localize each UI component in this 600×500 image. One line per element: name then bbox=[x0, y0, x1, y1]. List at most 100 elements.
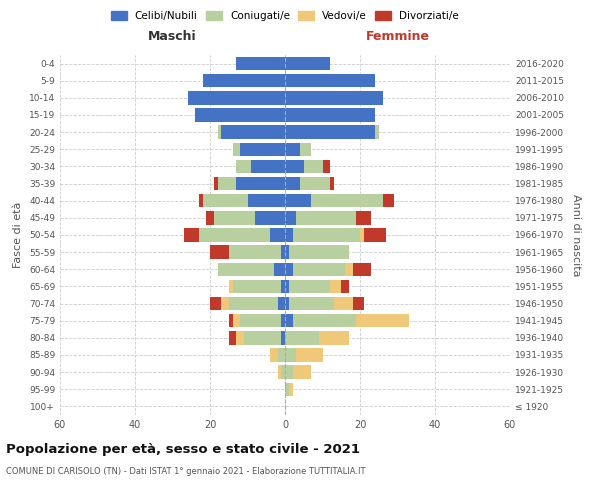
Bar bbox=[285, 262, 293, 276]
Bar bbox=[214, 211, 255, 224]
Bar bbox=[285, 246, 289, 259]
Bar bbox=[203, 74, 285, 88]
Bar bbox=[285, 280, 289, 293]
Y-axis label: Fasce di età: Fasce di età bbox=[13, 202, 23, 268]
Bar bbox=[375, 126, 379, 139]
Bar bbox=[285, 91, 383, 104]
Bar bbox=[293, 366, 311, 379]
Bar bbox=[353, 297, 364, 310]
Bar bbox=[285, 57, 330, 70]
Text: COMUNE DI CARISOLO (TN) - Dati ISTAT 1° gennaio 2021 - Elaborazione TUTTITALIA.I: COMUNE DI CARISOLO (TN) - Dati ISTAT 1° … bbox=[6, 468, 365, 476]
Bar bbox=[289, 297, 334, 310]
Bar bbox=[285, 126, 375, 139]
Bar bbox=[236, 160, 251, 173]
Bar bbox=[281, 366, 285, 379]
Bar bbox=[277, 366, 281, 379]
Bar bbox=[383, 194, 394, 207]
Bar bbox=[229, 246, 281, 259]
Bar bbox=[236, 57, 285, 70]
Bar bbox=[255, 211, 285, 224]
Text: Popolazione per età, sesso e stato civile - 2021: Popolazione per età, sesso e stato civil… bbox=[6, 442, 360, 456]
Bar bbox=[218, 126, 221, 139]
Bar bbox=[364, 228, 386, 241]
Bar bbox=[345, 262, 353, 276]
Bar bbox=[281, 280, 285, 293]
Bar bbox=[236, 177, 285, 190]
Bar bbox=[285, 211, 296, 224]
Bar bbox=[285, 366, 293, 379]
Bar bbox=[285, 228, 293, 241]
Bar bbox=[233, 280, 281, 293]
Bar bbox=[233, 314, 240, 328]
Bar bbox=[289, 246, 349, 259]
Bar bbox=[281, 246, 285, 259]
Bar bbox=[277, 348, 285, 362]
Bar bbox=[300, 142, 311, 156]
Bar bbox=[274, 262, 285, 276]
Bar bbox=[285, 314, 293, 328]
Bar bbox=[248, 194, 285, 207]
Bar bbox=[285, 331, 319, 344]
Bar bbox=[285, 382, 289, 396]
Bar bbox=[296, 348, 323, 362]
Bar bbox=[360, 228, 364, 241]
Bar bbox=[251, 160, 285, 173]
Bar bbox=[353, 262, 371, 276]
Bar bbox=[285, 177, 300, 190]
Bar bbox=[281, 314, 285, 328]
Bar bbox=[319, 331, 349, 344]
Bar bbox=[293, 262, 345, 276]
Bar bbox=[293, 314, 356, 328]
Bar bbox=[233, 142, 240, 156]
Bar bbox=[330, 280, 341, 293]
Bar bbox=[229, 297, 277, 310]
Bar bbox=[341, 280, 349, 293]
Bar bbox=[210, 297, 221, 310]
Bar bbox=[356, 211, 371, 224]
Bar bbox=[285, 348, 296, 362]
Bar bbox=[221, 297, 229, 310]
Bar bbox=[240, 314, 281, 328]
Bar bbox=[229, 280, 233, 293]
Bar bbox=[323, 160, 330, 173]
Bar bbox=[229, 314, 233, 328]
Text: Maschi: Maschi bbox=[148, 30, 197, 43]
Bar bbox=[270, 228, 285, 241]
Bar bbox=[285, 194, 311, 207]
Bar bbox=[277, 297, 285, 310]
Bar bbox=[221, 126, 285, 139]
Bar bbox=[311, 194, 383, 207]
Bar bbox=[285, 74, 375, 88]
Bar bbox=[356, 314, 409, 328]
Bar bbox=[330, 177, 334, 190]
Bar bbox=[187, 91, 285, 104]
Bar bbox=[199, 228, 270, 241]
Bar bbox=[293, 228, 360, 241]
Bar bbox=[244, 331, 281, 344]
Legend: Celibi/Nubili, Coniugati/e, Vedovi/e, Divorziati/e: Celibi/Nubili, Coniugati/e, Vedovi/e, Di… bbox=[111, 11, 459, 21]
Bar bbox=[214, 177, 218, 190]
Text: Femmine: Femmine bbox=[365, 30, 430, 43]
Bar bbox=[296, 211, 356, 224]
Bar bbox=[334, 297, 353, 310]
Bar bbox=[236, 331, 244, 344]
Bar bbox=[285, 108, 375, 122]
Bar bbox=[285, 160, 304, 173]
Bar bbox=[289, 382, 293, 396]
Bar bbox=[289, 280, 330, 293]
Y-axis label: Anni di nascita: Anni di nascita bbox=[571, 194, 581, 276]
Bar bbox=[285, 142, 300, 156]
Bar bbox=[218, 177, 236, 190]
Bar bbox=[240, 142, 285, 156]
Bar bbox=[304, 160, 323, 173]
Bar bbox=[195, 108, 285, 122]
Bar bbox=[281, 331, 285, 344]
Bar bbox=[270, 348, 277, 362]
Bar bbox=[210, 246, 229, 259]
Bar bbox=[206, 211, 214, 224]
Bar bbox=[203, 194, 248, 207]
Bar bbox=[229, 331, 236, 344]
Bar bbox=[184, 228, 199, 241]
Bar bbox=[300, 177, 330, 190]
Bar bbox=[285, 297, 289, 310]
